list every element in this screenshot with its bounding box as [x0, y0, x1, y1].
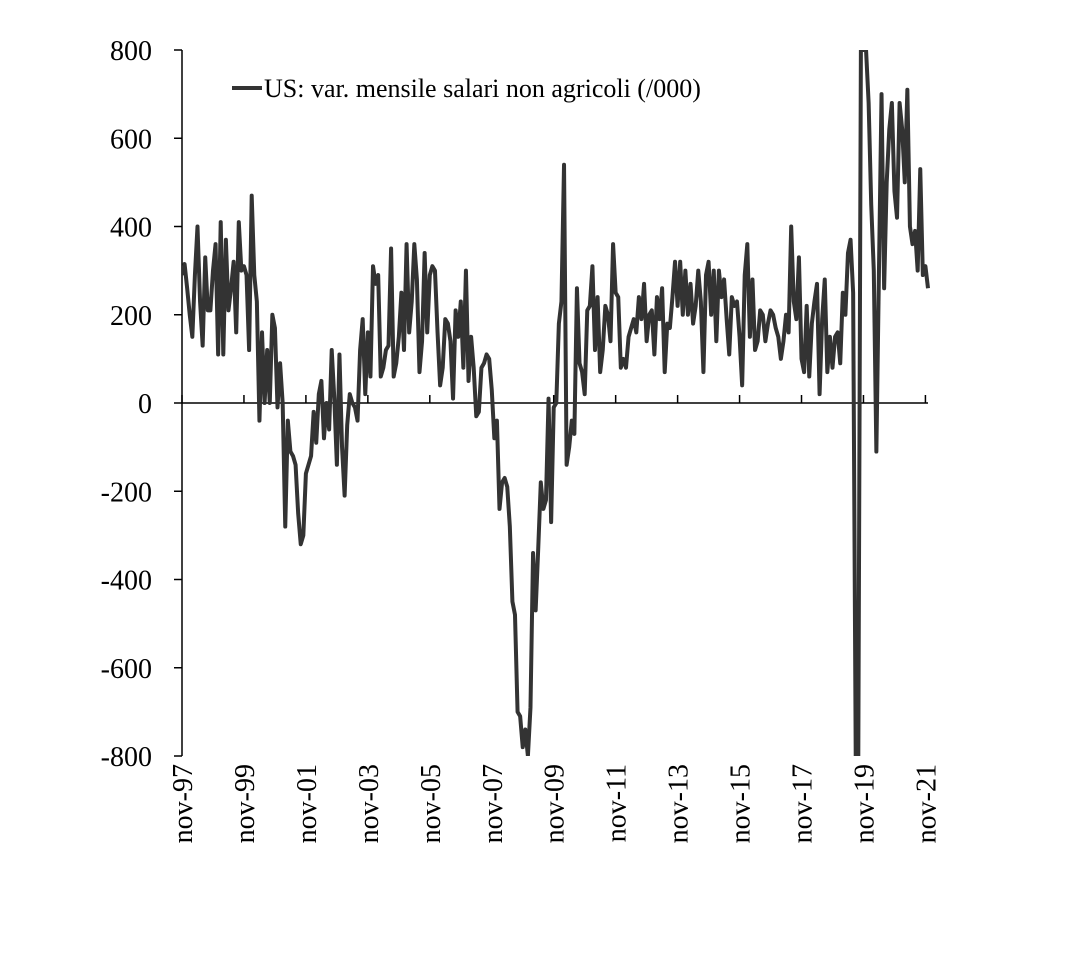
- x-tick-label: nov-01: [292, 764, 323, 843]
- x-tick-label: nov-17: [788, 764, 819, 843]
- y-tick-label: 800: [110, 36, 152, 67]
- x-tick-label: nov-97: [168, 764, 199, 843]
- x-tick-label: nov-05: [416, 764, 447, 843]
- series-line-nonfarm-payrolls: [182, 50, 930, 756]
- x-tick-label: nov-03: [354, 764, 385, 843]
- y-tick-label: -400: [101, 566, 152, 597]
- legend: US: var. mensile salari non agricoli (/0…: [232, 74, 701, 103]
- y-axis-ticks: -800 -600 -400 -200 0 200 400 600 800: [101, 36, 182, 773]
- x-tick-label: nov-15: [726, 764, 757, 843]
- y-tick-label: 400: [110, 213, 152, 244]
- x-tick-label: nov-21: [911, 764, 942, 843]
- legend-label: US: var. mensile salari non agricoli (/0…: [264, 74, 701, 103]
- y-tick-label: -600: [101, 654, 152, 685]
- x-tick-label: nov-07: [478, 764, 509, 843]
- x-tick-label: nov-11: [602, 764, 633, 842]
- x-tick-label: nov-13: [664, 764, 695, 843]
- x-axis-ticks: nov-97 nov-99 nov-01 nov-03 nov-05 nov-07 nov-…: [168, 395, 942, 843]
- y-tick-label: 600: [110, 124, 152, 155]
- x-tick-label: nov-19: [849, 764, 880, 843]
- y-tick-label: 0: [138, 389, 152, 420]
- x-tick-label: nov-99: [230, 764, 261, 843]
- y-tick-label: -800: [101, 742, 152, 773]
- x-tick-label: nov-09: [540, 764, 571, 843]
- y-tick-label: -200: [101, 477, 152, 508]
- y-tick-label: 200: [110, 301, 152, 332]
